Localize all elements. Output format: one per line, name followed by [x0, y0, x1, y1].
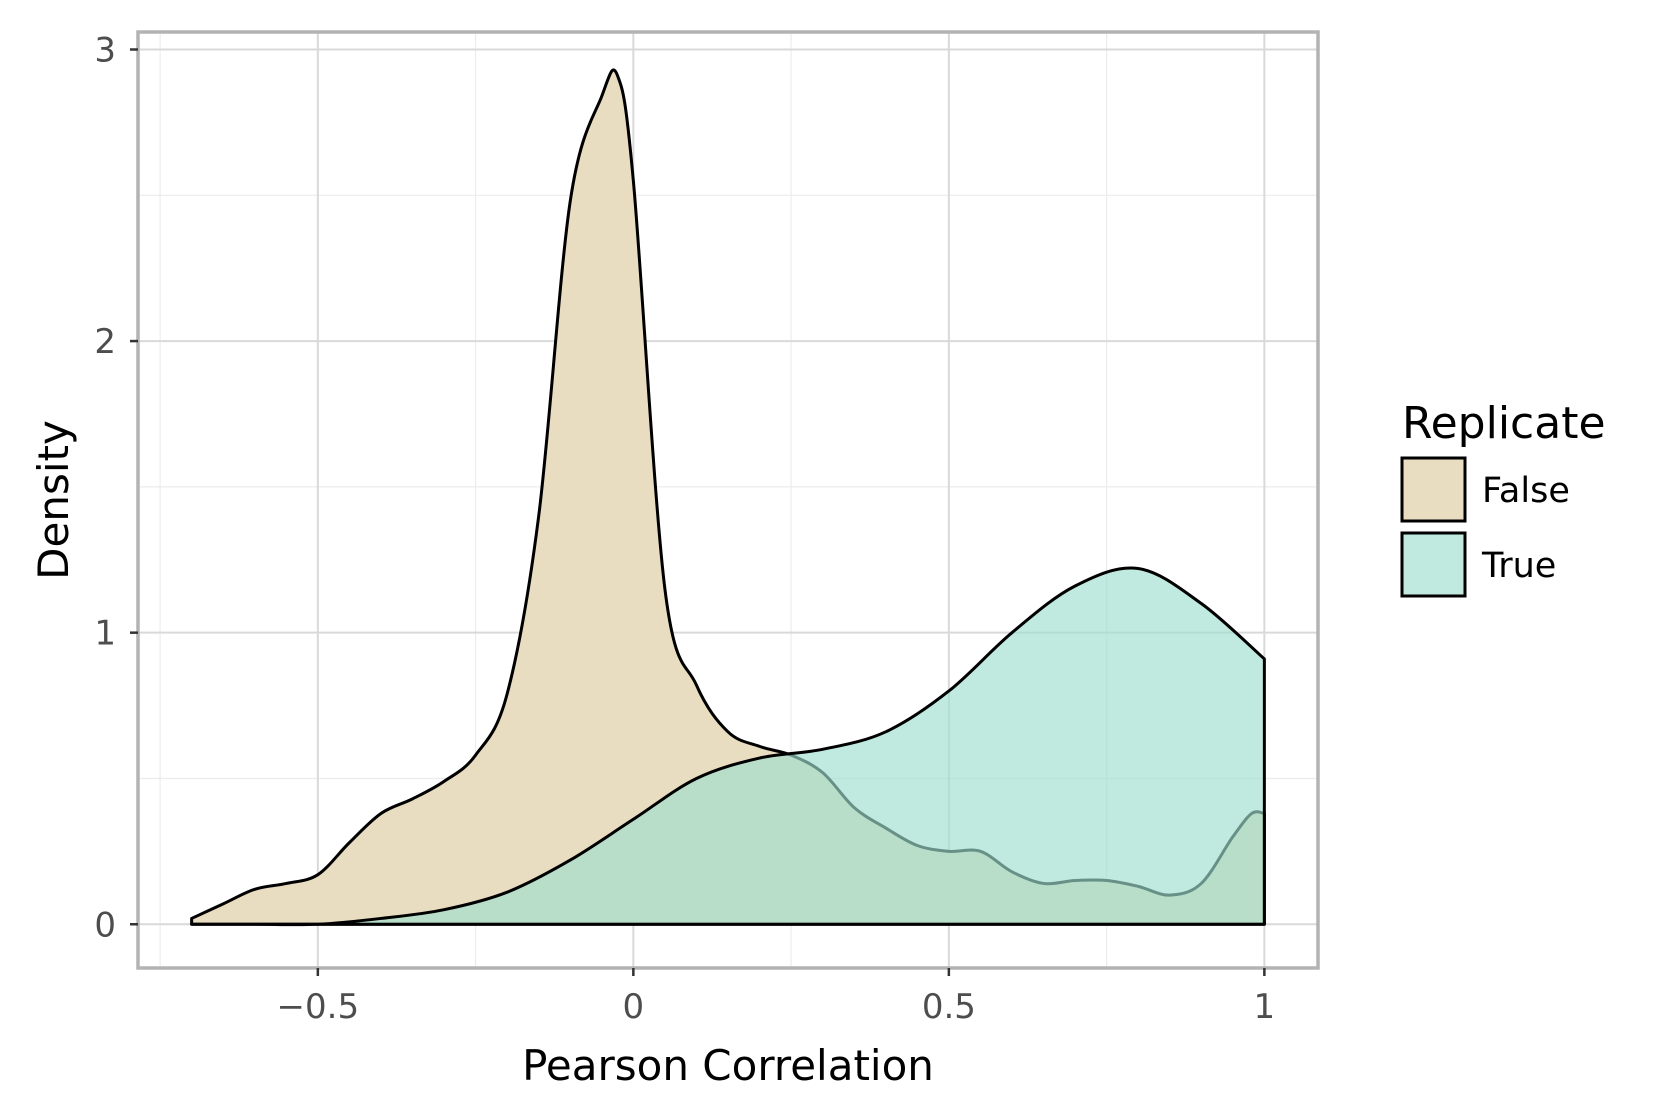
- x-tick-label: −0.5: [277, 987, 360, 1027]
- y-axis-title: Density: [29, 420, 78, 580]
- legend-title: Replicate: [1402, 398, 1606, 449]
- density-areas: [190, 68, 1266, 927]
- x-tick-label: 0: [623, 987, 645, 1027]
- y-tick-label: 3: [94, 30, 116, 70]
- panel-border: [136, 30, 1320, 970]
- x-axis-title: Pearson Correlation: [522, 1041, 934, 1090]
- y-tick-label: 0: [94, 905, 116, 945]
- legend-item-false: False: [1400, 456, 1570, 523]
- legend-label: True: [1481, 546, 1556, 586]
- legend-swatch: [1400, 531, 1467, 598]
- y-tick-label: 2: [94, 322, 116, 362]
- density-area-true: [190, 566, 1266, 927]
- x-tick-label: 0.5: [922, 987, 976, 1027]
- legend-label: False: [1482, 471, 1570, 511]
- x-tick-label: 1: [1254, 987, 1276, 1027]
- y-tick-label: 1: [94, 614, 116, 654]
- legend-item-true: True: [1400, 531, 1556, 598]
- axis-ticks: −0.5 0 0.5 1 0 1 2 3: [94, 30, 1275, 1027]
- legend-items: False True: [1400, 456, 1570, 598]
- legend: Replicate False True: [1400, 398, 1606, 598]
- legend-swatch: [1400, 456, 1467, 523]
